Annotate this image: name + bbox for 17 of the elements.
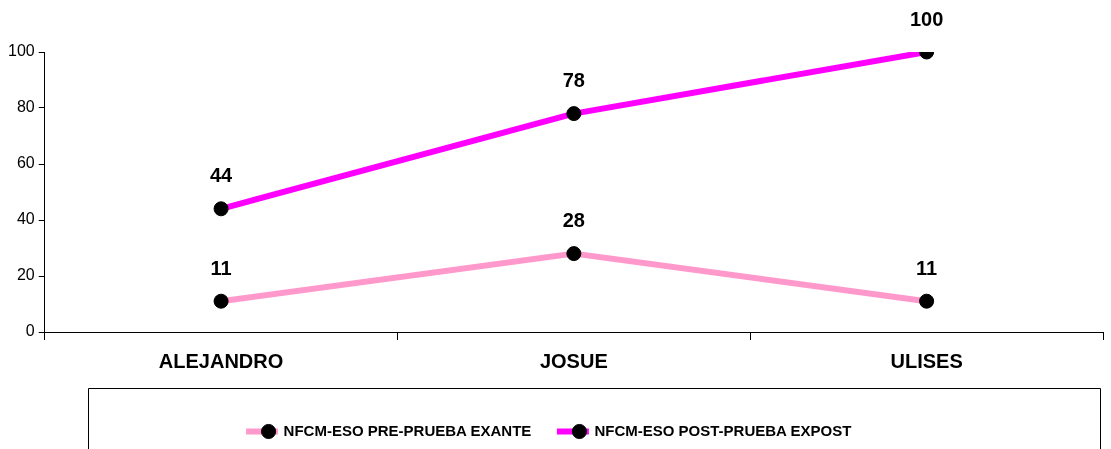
data-label: 78	[562, 69, 585, 92]
x-tick-label: JOSUE	[539, 349, 608, 372]
y-tick-label: 60	[16, 154, 35, 172]
data-label: 100	[909, 7, 944, 30]
x-tick-label: ULISES	[890, 349, 963, 372]
y-tick-label: 100	[7, 42, 35, 60]
y-tick-label: 80	[16, 98, 35, 116]
data-label: 11	[916, 256, 938, 279]
y-tick-label: 0	[25, 322, 35, 340]
legend-label: NFCM-ESO POST-PRUEBA EXPOST	[594, 421, 852, 439]
legend-label: NFCM-ESO PRE-PRUEBA EXANTE	[283, 421, 532, 439]
x-tick-label: ALEJANDRO	[158, 349, 284, 372]
y-tick-label: 20	[16, 266, 35, 284]
data-label: 11	[210, 256, 232, 279]
data-label: 44	[209, 164, 234, 187]
y-tick-label: 40	[16, 210, 35, 228]
data-label: 28	[562, 209, 585, 232]
